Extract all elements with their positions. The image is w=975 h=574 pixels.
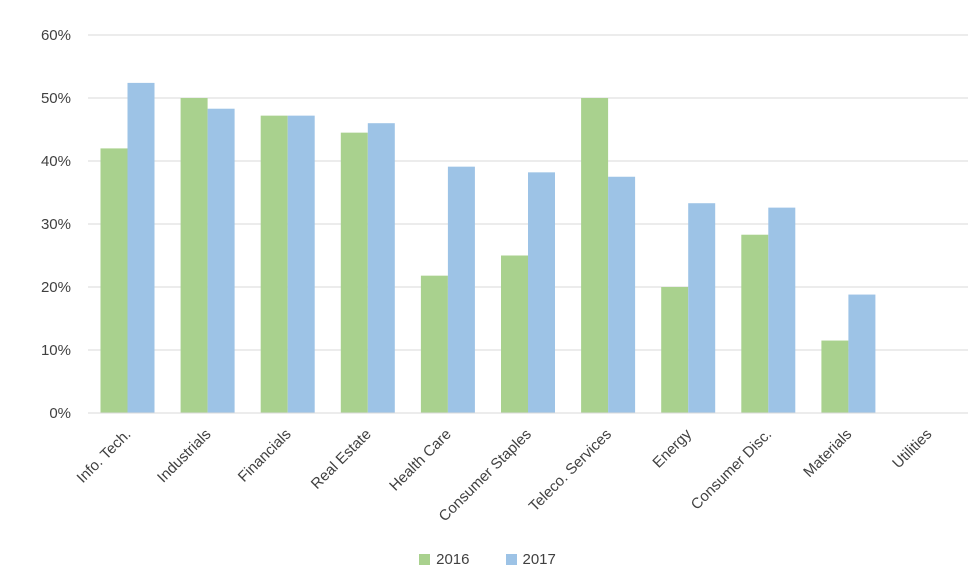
legend: 2016 2017 <box>0 548 975 570</box>
bar-2017 <box>528 172 555 413</box>
bar-2017 <box>287 115 315 413</box>
x-category-label: Utilities <box>889 426 935 472</box>
x-category-label: Industrials <box>154 426 214 486</box>
bar-2017 <box>848 294 876 413</box>
x-category-label: Financials <box>235 426 295 486</box>
legend-item-2016: 2016 <box>419 550 470 568</box>
x-category-label: Materials <box>800 426 855 481</box>
legend-label-2016: 2016 <box>436 550 470 568</box>
bars <box>100 82 876 414</box>
bar-2017 <box>608 176 636 413</box>
bar-2017 <box>768 207 796 413</box>
x-category-label: Teleco. Services <box>526 426 615 515</box>
bar-2016 <box>340 132 368 413</box>
bar-2017 <box>367 123 395 413</box>
y-tick-label: 40% <box>41 153 71 170</box>
bar-2016 <box>260 115 288 413</box>
y-tick-label: 50% <box>41 90 71 107</box>
legend-swatch-2016 <box>419 553 431 565</box>
legend-label-2017: 2017 <box>522 550 556 568</box>
bar-2016 <box>741 234 769 413</box>
y-tick-label: 20% <box>41 279 71 296</box>
x-category-label: Real Estate <box>308 426 375 493</box>
bar-2017 <box>447 166 475 413</box>
legend-item-2017: 2017 <box>505 550 556 568</box>
bar-2016 <box>180 98 208 413</box>
bar-2017 <box>207 108 235 414</box>
x-axis-category-labels: Info. Tech. Industrials Financials Real Est… <box>74 425 936 525</box>
bar-2016 <box>501 255 528 413</box>
bar-2017 <box>688 203 716 413</box>
bar-2016 <box>661 287 689 413</box>
legend-swatch-2017 <box>505 553 517 565</box>
y-tick-label: 10% <box>41 342 71 359</box>
x-category-label: Info. Tech. <box>74 426 135 487</box>
x-category-label: Health Care <box>386 426 455 495</box>
y-axis-tick-labels: 0% 10% 20% 30% 40% 50% 60% <box>41 27 71 422</box>
x-category-label: Consumer Disc. <box>688 426 775 513</box>
bar-2016 <box>821 340 849 413</box>
bar-2016 <box>581 98 609 413</box>
y-tick-label: 60% <box>41 27 71 44</box>
bar-2017 <box>127 82 155 413</box>
bar-2016 <box>420 275 448 413</box>
y-tick-label: 0% <box>49 405 71 422</box>
y-tick-label: 30% <box>41 216 71 233</box>
bar-2016 <box>100 148 128 413</box>
x-category-label: Energy <box>649 425 695 471</box>
